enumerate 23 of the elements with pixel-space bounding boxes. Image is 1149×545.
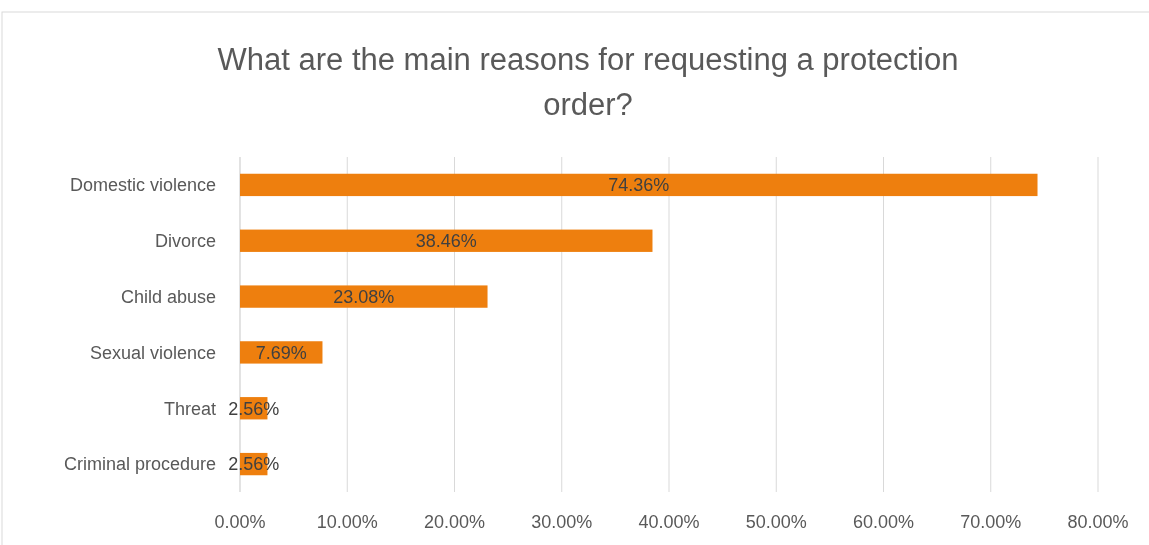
x-tick-label: 70.00% (960, 512, 1022, 532)
data-label: 74.36% (608, 175, 670, 196)
data-label: 38.46% (415, 231, 477, 252)
x-tick-label: 60.00% (852, 512, 915, 532)
y-tick-label: Threat (163, 398, 216, 419)
x-tick-label: 30.00% (531, 512, 593, 532)
x-tick-label: 0.00% (214, 512, 266, 532)
x-tick-label: 50.00% (745, 512, 807, 532)
bar (240, 285, 488, 308)
x-tick-label: 80.00% (1067, 512, 1129, 532)
chart-title: What are the main reasons for requesting a protection order? (217, 42, 959, 122)
y-tick-label: Criminal procedure (63, 454, 216, 475)
y-tick-label: Domestic violence (69, 175, 216, 196)
x-tick-label: 20.00% (423, 512, 486, 532)
y-tick-label: Divorce (154, 231, 216, 252)
y-tick-label: Child abuse (120, 286, 216, 307)
x-tick-label: 40.00% (638, 512, 700, 532)
x-tick-label: 10.00% (316, 512, 378, 532)
bar (240, 229, 653, 252)
data-label: 7.69% (255, 342, 307, 363)
data-label: 23.08% (333, 286, 395, 307)
bar (240, 173, 1038, 197)
y-tick-label: Sexual violence (89, 342, 216, 363)
